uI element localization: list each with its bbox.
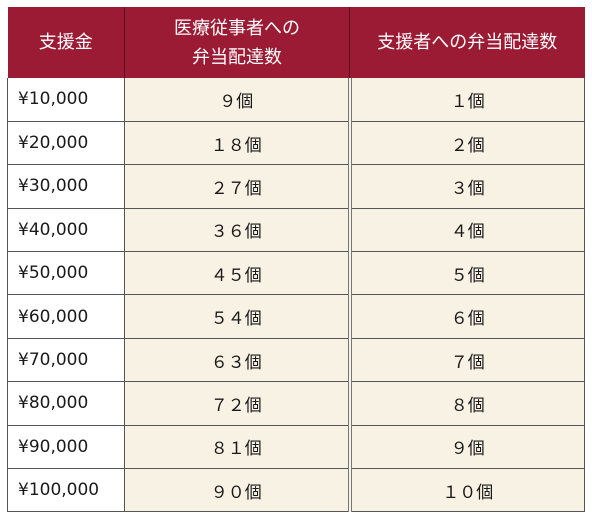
header-supporter-deliveries: 支援者への弁当配達数: [349, 7, 585, 78]
amount-cell: ¥10,000: [7, 78, 125, 122]
medical-count-cell: ３６個: [124, 208, 352, 253]
amount-cell: ¥30,000: [7, 164, 125, 209]
donation-table: 支援金 医療従事者への 弁当配達数 支援者への弁当配達数 ¥10,000 ９個 …: [7, 7, 585, 513]
amount-cell: ¥60,000: [7, 294, 125, 339]
table-row: ¥30,000 ２７個 ３個: [7, 164, 585, 209]
supporter-count-cell: ４個: [349, 208, 585, 253]
supporter-count-cell: ５個: [349, 251, 585, 296]
table-row: ¥90,000 ８１個 ９個: [7, 425, 585, 470]
amount-cell: ¥100,000: [7, 468, 125, 513]
supporter-count-cell: ６個: [349, 294, 585, 339]
amount-cell: ¥20,000: [7, 121, 125, 166]
table-row: ¥50,000 ４５個 ５個: [7, 251, 585, 296]
table-row: ¥60,000 ５４個 ６個: [7, 294, 585, 339]
amount-cell: ¥80,000: [7, 381, 125, 426]
donation-table-container: 支援金 医療従事者への 弁当配達数 支援者への弁当配達数 ¥10,000 ９個 …: [7, 7, 585, 513]
medical-count-cell: ７２個: [124, 381, 352, 426]
supporter-count-cell: １０個: [349, 468, 585, 513]
medical-count-cell: ６３個: [124, 338, 352, 383]
table-header: 支援金 医療従事者への 弁当配達数 支援者への弁当配達数: [7, 7, 585, 78]
medical-count-cell: ５４個: [124, 294, 352, 339]
table-row: ¥10,000 ９個 １個: [7, 78, 585, 122]
header-amount: 支援金: [7, 7, 125, 78]
medical-count-cell: ９個: [124, 78, 352, 122]
amount-cell: ¥50,000: [7, 251, 125, 296]
supporter-count-cell: ８個: [349, 381, 585, 426]
header-medical-deliveries: 医療従事者への 弁当配達数: [124, 7, 350, 78]
medical-count-cell: ２７個: [124, 164, 352, 209]
table-row: ¥100,000 ９０個 １０個: [7, 468, 585, 513]
header-medical-line1: 医療従事者への: [174, 17, 300, 39]
supporter-count-cell: １個: [349, 78, 585, 122]
supporter-count-cell: ２個: [349, 121, 585, 166]
amount-cell: ¥70,000: [7, 338, 125, 383]
table-body: ¥10,000 ９個 １個 ¥20,000 １８個 ２個 ¥30,000 ２７個…: [7, 78, 585, 513]
table-row: ¥80,000 ７２個 ８個: [7, 381, 585, 426]
table-row: ¥40,000 ３６個 ４個: [7, 208, 585, 253]
amount-cell: ¥90,000: [7, 425, 125, 470]
header-row: 支援金 医療従事者への 弁当配達数 支援者への弁当配達数: [7, 7, 585, 78]
table-row: ¥70,000 ６３個 ７個: [7, 338, 585, 383]
header-medical-line2: 弁当配達数: [192, 46, 282, 68]
amount-cell: ¥40,000: [7, 208, 125, 253]
supporter-count-cell: ９個: [349, 425, 585, 470]
medical-count-cell: ４５個: [124, 251, 352, 296]
table-row: ¥20,000 １８個 ２個: [7, 121, 585, 166]
medical-count-cell: ９０個: [124, 468, 352, 513]
supporter-count-cell: ３個: [349, 164, 585, 209]
medical-count-cell: １８個: [124, 121, 352, 166]
supporter-count-cell: ７個: [349, 338, 585, 383]
medical-count-cell: ８１個: [124, 425, 352, 470]
